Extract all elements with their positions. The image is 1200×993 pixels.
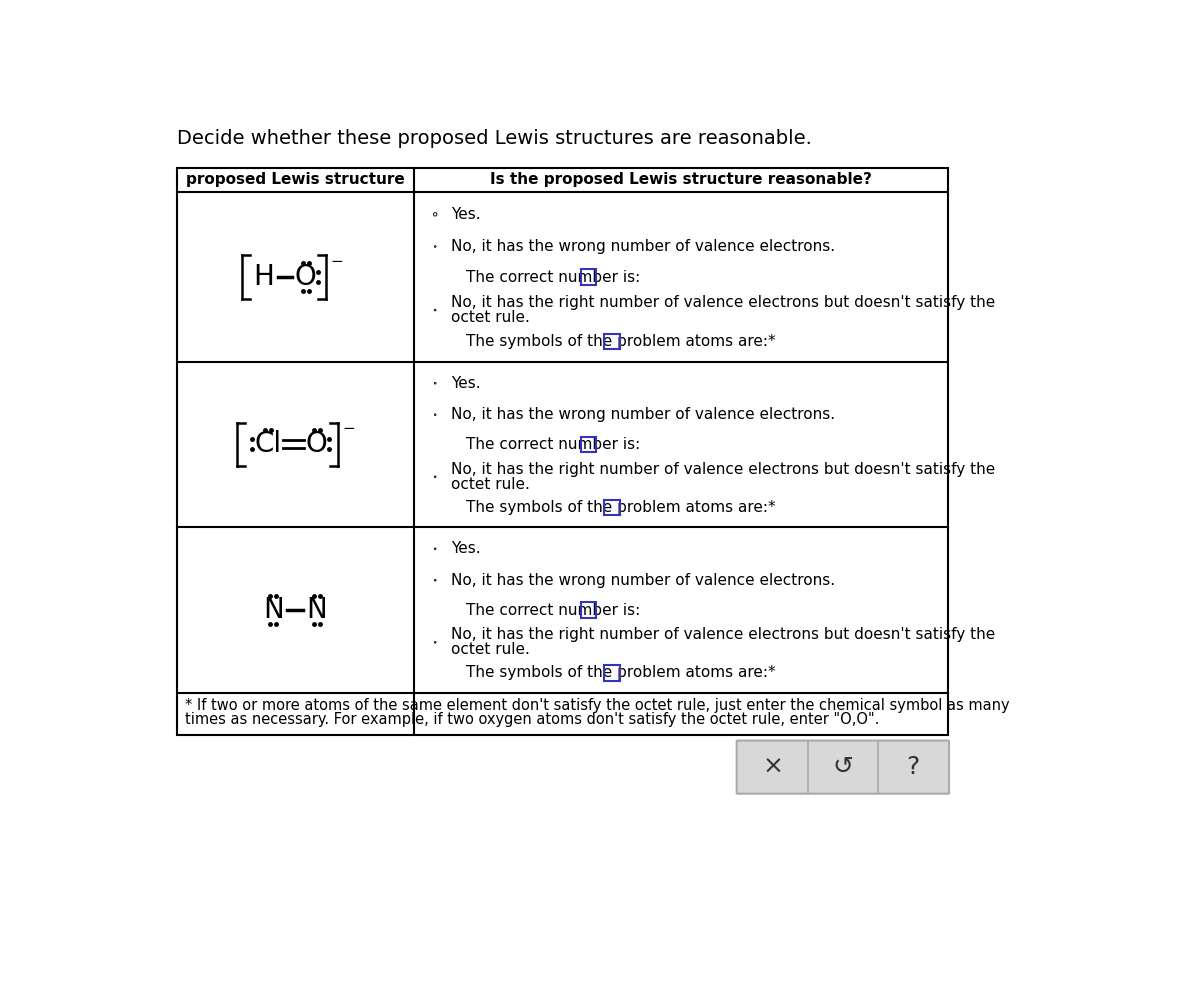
Text: No, it has the wrong number of valence electrons.: No, it has the wrong number of valence e… xyxy=(451,573,835,588)
Text: proposed Lewis structure: proposed Lewis structure xyxy=(186,173,404,188)
Text: The correct number is:: The correct number is: xyxy=(466,437,641,452)
Text: No, it has the wrong number of valence electrons.: No, it has the wrong number of valence e… xyxy=(451,239,835,254)
Text: times as necessary. For example, if two oxygen atoms don't satisfy the octet rul: times as necessary. For example, if two … xyxy=(185,712,880,727)
Text: The symbols of the problem atoms are:*: The symbols of the problem atoms are:* xyxy=(466,334,776,349)
Text: The symbols of the problem atoms are:*: The symbols of the problem atoms are:* xyxy=(466,499,776,515)
Text: −: − xyxy=(342,421,355,436)
Text: octet rule.: octet rule. xyxy=(451,477,529,492)
Text: ?: ? xyxy=(906,755,919,780)
Text: No, it has the right number of valence electrons but doesn't satisfy the: No, it has the right number of valence e… xyxy=(451,295,995,310)
Text: Yes.: Yes. xyxy=(451,541,480,556)
Text: octet rule.: octet rule. xyxy=(451,310,529,325)
Text: Yes.: Yes. xyxy=(451,375,480,390)
Bar xyxy=(604,665,619,680)
Text: Decide whether these proposed Lewis structures are reasonable.: Decide whether these proposed Lewis stru… xyxy=(178,129,812,148)
Text: −: − xyxy=(330,254,343,269)
Bar xyxy=(581,437,596,452)
Text: ×: × xyxy=(762,755,784,780)
Text: Yes.: Yes. xyxy=(451,207,480,221)
Bar xyxy=(581,269,596,285)
Text: No, it has the wrong number of valence electrons.: No, it has the wrong number of valence e… xyxy=(451,407,835,422)
Text: ↺: ↺ xyxy=(833,755,853,780)
Text: O: O xyxy=(295,263,317,291)
Bar xyxy=(604,334,619,350)
FancyBboxPatch shape xyxy=(737,741,949,793)
Text: * If two or more atoms of the same element don't satisfy the octet rule, just en: * If two or more atoms of the same eleme… xyxy=(185,698,1009,713)
Text: Is the proposed Lewis structure reasonable?: Is the proposed Lewis structure reasonab… xyxy=(490,173,872,188)
Text: The symbols of the problem atoms are:*: The symbols of the problem atoms are:* xyxy=(466,665,776,680)
Text: octet rule.: octet rule. xyxy=(451,642,529,657)
Text: N: N xyxy=(263,596,283,624)
Text: No, it has the right number of valence electrons but doesn't satisfy the: No, it has the right number of valence e… xyxy=(451,628,995,642)
Text: O: O xyxy=(306,430,328,458)
Text: Cl: Cl xyxy=(254,430,281,458)
Bar xyxy=(581,603,596,618)
Bar xyxy=(604,499,619,515)
Text: The correct number is:: The correct number is: xyxy=(466,269,641,285)
Text: H: H xyxy=(253,263,275,291)
Text: N: N xyxy=(306,596,326,624)
Text: The correct number is:: The correct number is: xyxy=(466,603,641,618)
Text: No, it has the right number of valence electrons but doesn't satisfy the: No, it has the right number of valence e… xyxy=(451,462,995,477)
